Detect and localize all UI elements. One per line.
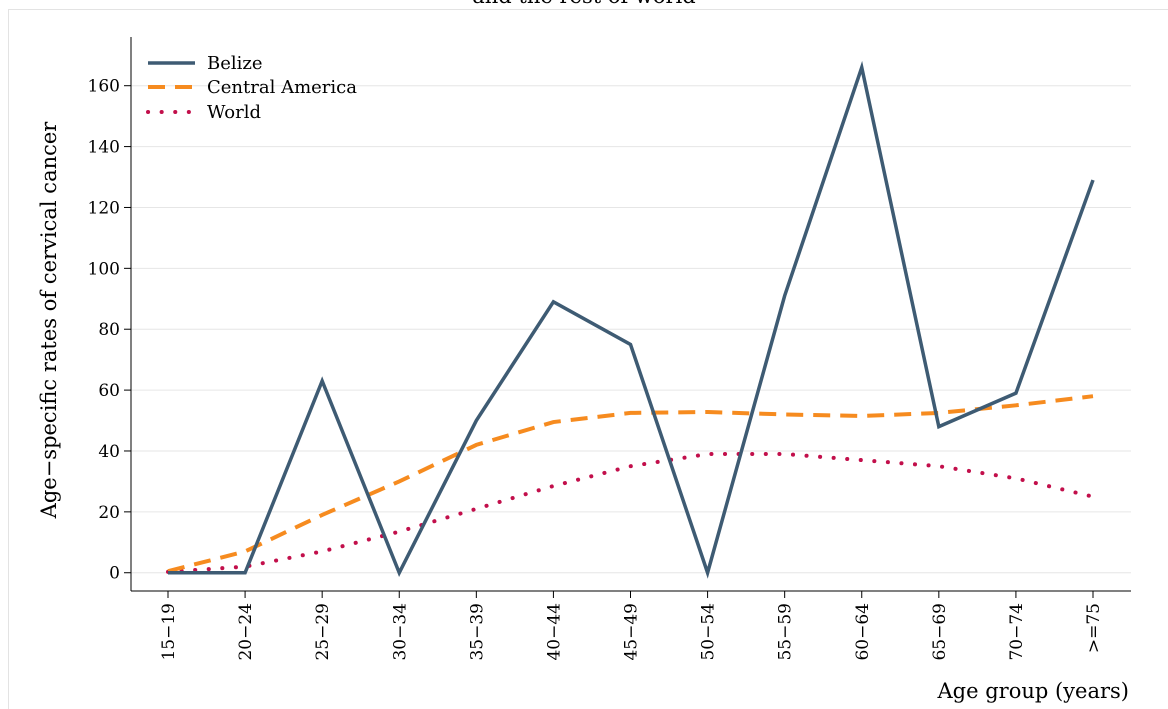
legend-label: World: [207, 102, 261, 123]
x-tick-label: 35−39: [467, 603, 487, 661]
y-tick-label: 80: [98, 320, 120, 340]
x-tick-label: 30−34: [390, 603, 410, 661]
x-tick-label: 20−24: [236, 603, 256, 661]
y-tick-label: 60: [98, 381, 120, 401]
chart-title: and the rest of world: [0, 0, 1168, 8]
chart-frame: [8, 9, 1168, 709]
x-tick-label: 55−59: [776, 603, 796, 661]
series-line-belize: [168, 60, 1095, 579]
x-tick-label: 70−74: [1007, 603, 1027, 661]
y-tick-label: 140: [88, 138, 120, 158]
x-axis-label: Age group (years): [937, 679, 1130, 703]
axes: 0 20 40 60 80 100 120 140 160 15−19 20−24 25−29 30−3…: [88, 37, 1131, 661]
y-tick-label: 100: [88, 259, 120, 279]
y-tick-label: 120: [88, 198, 120, 218]
x-tick-label: >=75: [1084, 603, 1104, 653]
series-lines: [166, 60, 1095, 579]
y-tick-label: 0: [109, 564, 120, 584]
y-axis-label: Age−specific rates of cervical cancer: [37, 121, 61, 520]
series-line-world: [166, 452, 1095, 574]
legend-label: Belize: [207, 53, 263, 74]
x-tick-label: 50−54: [699, 603, 719, 661]
y-tick-label: 20: [98, 503, 120, 523]
x-tick-label: 65−69: [930, 603, 950, 661]
gridlines: [131, 85, 1131, 574]
y-tick-label: 160: [88, 77, 120, 97]
series-line-central-america: [167, 394, 1094, 574]
x-tick-label: 40−44: [544, 603, 564, 661]
legend-label: Central America: [207, 77, 357, 98]
x-tick-label: 60−64: [853, 603, 873, 661]
x-tick-label: 45−49: [622, 603, 642, 661]
x-tick-label: 15−19: [159, 603, 179, 661]
y-tick-label: 40: [98, 442, 120, 462]
x-tick-label: 25−29: [313, 603, 333, 661]
legend: Belize Central America World: [146, 53, 357, 123]
